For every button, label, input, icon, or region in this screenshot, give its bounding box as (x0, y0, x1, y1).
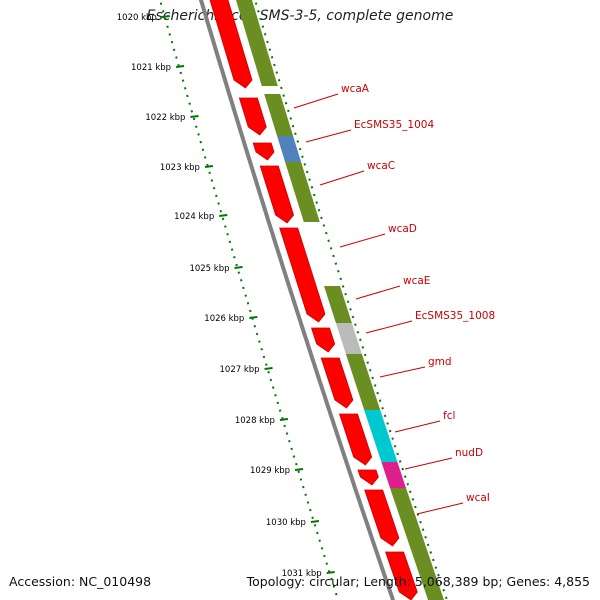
cds-arrow (357, 469, 379, 486)
backbone-layer (198, 0, 396, 600)
cds-arrow (238, 97, 267, 136)
kbp-label: 1024 kbp (174, 212, 214, 222)
gene-label: gmd (428, 356, 452, 368)
kbp-tick-mark (219, 214, 228, 217)
leader-lines-layer (293, 93, 464, 515)
kbp-label: 1025 kbp (189, 264, 229, 274)
feature-band (364, 410, 398, 462)
backbone-line (198, 0, 396, 600)
kbp-label: 1030 kbp (266, 518, 306, 528)
gene-label: wcaE (403, 275, 430, 287)
cds-arrow (338, 413, 373, 466)
feature-band (345, 354, 381, 410)
feature-band (285, 162, 320, 222)
gene-label: wcaD (388, 223, 417, 235)
cds-arrow (385, 551, 418, 600)
leader-line (355, 285, 401, 300)
kbp-label: 1023 kbp (160, 163, 200, 173)
gene-label: wcaC (367, 160, 395, 172)
feature-layer (236, 0, 444, 600)
kbp-label: 1027 kbp (220, 365, 260, 375)
feature-band (277, 136, 302, 162)
tick-dotted-line-left (158, 0, 340, 600)
leader-line (379, 366, 426, 378)
kbp-tick-mark (175, 65, 185, 68)
cds-arrow (310, 327, 336, 353)
cds-layer (209, 0, 418, 600)
kbp-tick-mark (294, 468, 304, 471)
feature-band (390, 488, 444, 600)
feature-band (381, 462, 406, 488)
kbp-tick-mark (204, 165, 214, 168)
gene-label: nudD (455, 447, 483, 459)
feature-band (264, 94, 294, 136)
accession-text: Accession: NC_010498 (9, 574, 152, 589)
gene-label: fcl (443, 410, 455, 422)
kbp-label: 1021 kbp (131, 63, 171, 73)
leader-line (339, 233, 386, 248)
kbp-tick-mark (161, 15, 170, 18)
genome-summary-text: Topology: circular; Length: 5,068,389 bp… (246, 574, 590, 589)
gene-label: EcSMS35_1008 (415, 310, 495, 322)
kbp-label: 1026 kbp (204, 314, 244, 324)
kbp-label: 1020 kbp (117, 13, 157, 23)
kbp-labels-layer: 1020 kbp 1021 kbp 1022 kbp 1023 kbp 1024 kbp… (117, 13, 335, 579)
kbp-tick-mark (249, 316, 258, 319)
feature-band (236, 0, 278, 86)
feature-band (324, 286, 352, 323)
kbp-tick-mark (190, 115, 199, 118)
kbp-tick-mark (279, 418, 289, 421)
cds-arrow (279, 227, 326, 323)
cds-arrow (252, 142, 275, 161)
cds-arrow (320, 357, 354, 409)
kbp-label: 1031 kbp (282, 569, 322, 579)
leader-line (293, 93, 339, 109)
cds-arrow (364, 489, 400, 547)
gene-label: EcSMS35_1004 (354, 119, 434, 131)
kbp-tick-mark (264, 367, 273, 370)
leader-line (416, 502, 464, 515)
kbp-label: 1029 kbp (250, 466, 290, 476)
gene-label: wcaI (466, 492, 490, 504)
gene-label: wcaA (341, 83, 370, 95)
leader-line (365, 320, 413, 334)
leader-line (394, 420, 441, 433)
kbp-tick-mark (326, 571, 335, 574)
feature-band (335, 323, 362, 354)
tick-dots-layer (158, 0, 449, 600)
leader-line (404, 457, 453, 470)
kbp-label: 1028 kbp (235, 416, 275, 426)
gene-labels-layer: wcaA EcSMS35_1004 wcaC wcaD wcaE EcSMS35_1008… (341, 83, 495, 504)
leader-line (305, 129, 352, 143)
kbp-tick-mark (310, 520, 320, 523)
kbp-label: 1022 kbp (145, 113, 185, 123)
leader-line (319, 170, 365, 186)
cds-arrow (209, 0, 253, 89)
cds-arrow (259, 165, 295, 224)
kbp-tick-mark (234, 266, 243, 269)
